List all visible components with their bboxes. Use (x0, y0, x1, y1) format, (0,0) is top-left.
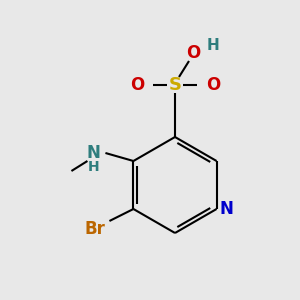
Text: N: N (86, 144, 100, 162)
Text: O: O (186, 44, 200, 62)
Text: O: O (130, 76, 144, 94)
Text: Br: Br (85, 220, 106, 238)
Text: S: S (169, 76, 182, 94)
Text: H: H (88, 160, 99, 174)
Text: O: O (206, 76, 220, 94)
Text: H: H (207, 38, 219, 52)
Text: N: N (220, 200, 233, 218)
